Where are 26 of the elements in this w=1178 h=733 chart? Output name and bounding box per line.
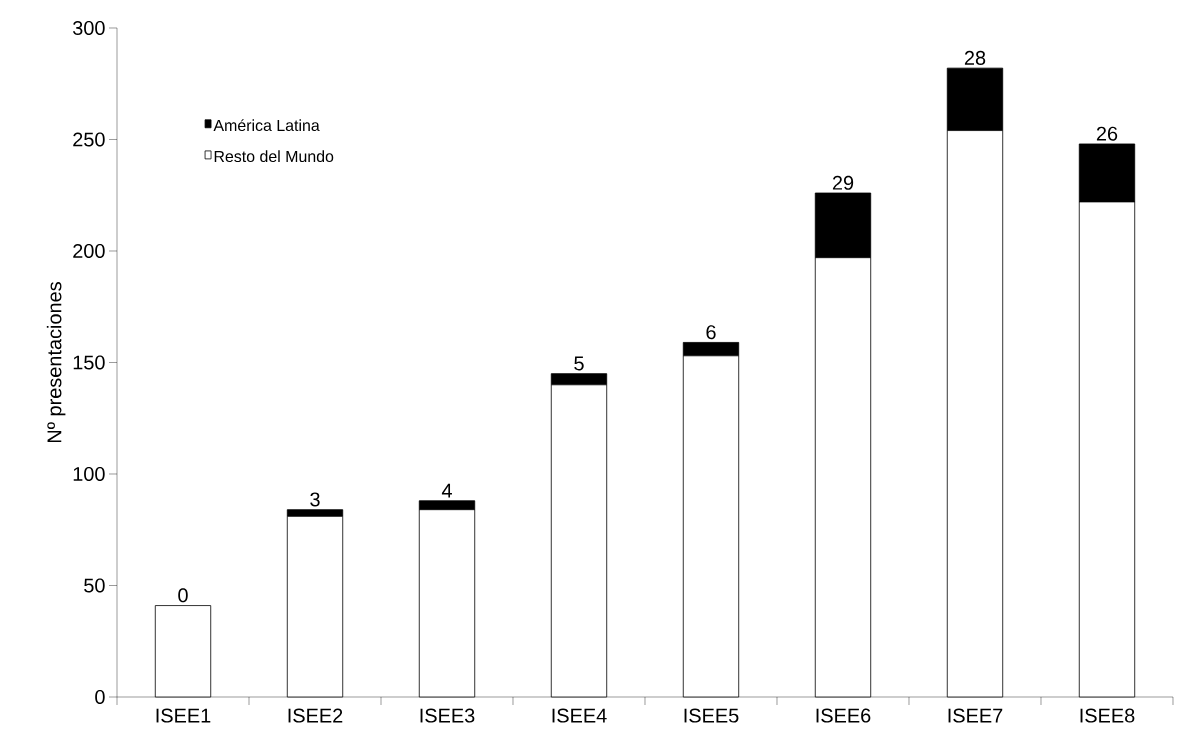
y-tick-label: 150: [73, 355, 105, 370]
x-tick-label: ISEE6: [816, 708, 871, 723]
data-label: 3: [310, 492, 320, 507]
x-tick-label: ISEE4: [552, 708, 607, 723]
x-tick-label: ISEE7: [948, 708, 1003, 723]
y-tick-label: 100: [73, 466, 105, 482]
y-axis-title: Nº presentaciones: [46, 282, 66, 443]
x-tick-label: ISEE8: [1080, 708, 1135, 723]
y-tick-label: 250: [73, 132, 105, 147]
data-label: 4: [441, 483, 452, 498]
data-label: 5: [574, 356, 584, 371]
legend-label: Resto del Mundo: [214, 150, 334, 163]
data-label: 0: [178, 588, 188, 603]
data-label: 6: [706, 325, 716, 340]
data-label: 26: [1096, 126, 1118, 141]
data-label: 28: [964, 50, 986, 65]
data-label: 29: [832, 175, 854, 190]
y-tick-label: 200: [73, 243, 105, 259]
x-tick-label: ISEE3: [420, 708, 475, 723]
y-tick-label: 0: [95, 689, 105, 705]
y-tick-label: 300: [73, 20, 105, 36]
x-tick-label: ISEE2: [288, 708, 343, 723]
legend-label: América Latina: [213, 119, 320, 132]
y-tick-label: 50: [84, 578, 105, 593]
x-tick-label: ISEE5: [684, 708, 739, 723]
x-tick-label: ISEE1: [156, 708, 211, 723]
